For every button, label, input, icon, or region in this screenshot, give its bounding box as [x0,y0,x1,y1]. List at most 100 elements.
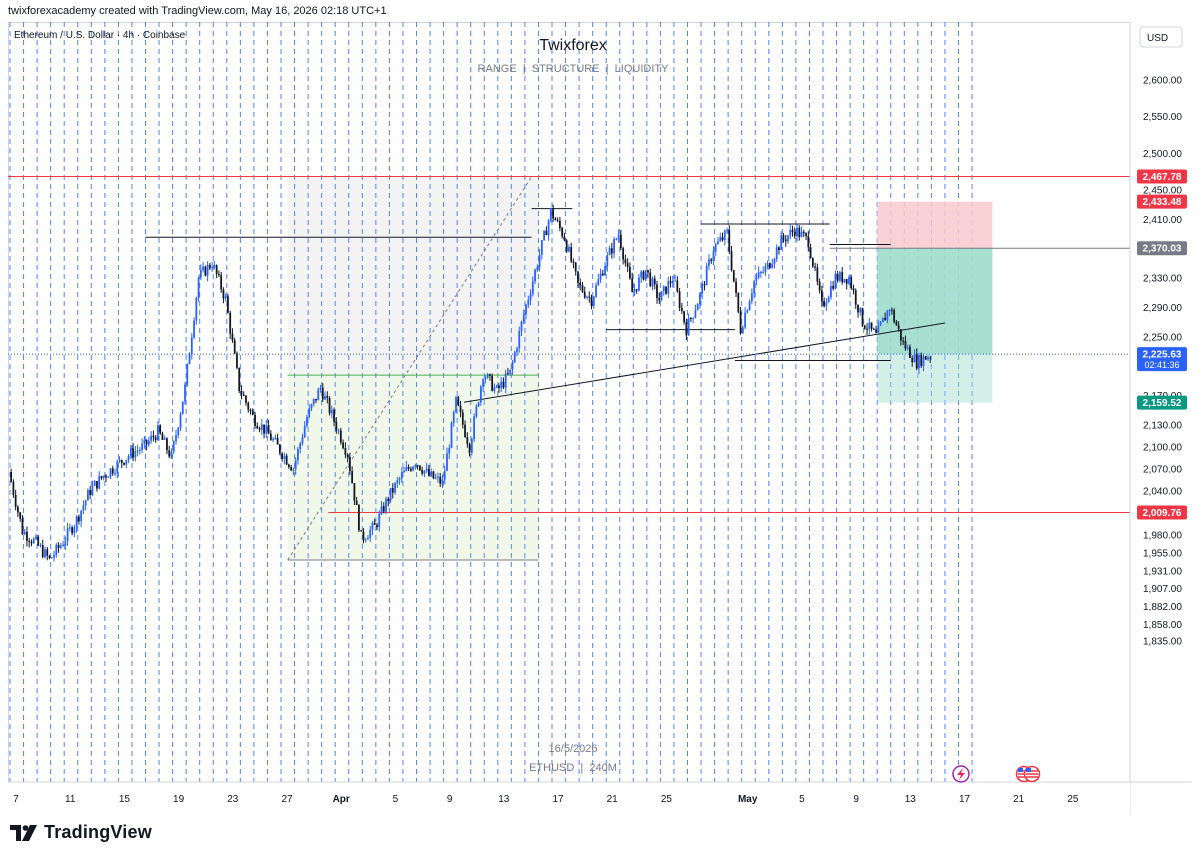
candle-body [358,505,360,531]
candle-body [138,449,141,451]
candle-body [491,375,494,391]
candle-body [274,437,277,440]
candle-layer [10,204,932,562]
candle-body [96,481,98,489]
price-chart[interactable]: Twixforex RANGE | STRUCTURE | LIQUIDITY … [8,22,1192,814]
candle-body [351,471,354,484]
candle-body [98,476,101,489]
candle-body [757,272,760,278]
candle-body [610,248,613,254]
candle-body [475,406,478,417]
candle-body [385,498,387,512]
candle-body [105,475,107,478]
candle-body [373,522,376,525]
candle-body [626,263,629,267]
candle-body [44,549,46,558]
candle-body [346,454,349,457]
time-tick-label: 13 [498,794,510,805]
candle-body [333,409,335,422]
candle-body [565,240,568,252]
candle-body [592,296,595,307]
candle-body [924,356,927,360]
candle-body [229,312,232,334]
price-level-badge [1137,505,1187,520]
range-diagonal [287,176,533,561]
candle-body [613,239,616,254]
candle-body [441,479,444,484]
candle-body [726,230,728,232]
candle-body [660,291,663,301]
candle-body [41,545,44,558]
time-tick-label: 21 [1013,794,1025,805]
watermark-date: 16/5/2026 [549,743,598,755]
candle-body [710,259,713,261]
candle-body [93,481,96,486]
currency-button[interactable]: USD [1139,26,1183,48]
price-tick-label: 2,070.00 [1143,464,1182,475]
candle-body [642,271,645,280]
candle-body [809,247,812,259]
candle-body [464,424,466,437]
candle-body [285,455,288,465]
candle-body [425,468,428,471]
candle-body [694,310,697,318]
tradingview-logo[interactable]: TradingView [10,822,152,843]
candle-body [897,325,900,330]
candle-body [915,354,918,369]
candle-body [568,247,570,252]
candle-body [477,402,480,407]
candle-body [879,322,882,326]
candle-body [608,248,611,255]
candle-body [310,404,313,409]
candle-body [780,235,783,251]
candle-body [662,286,665,292]
candle-body [91,485,94,495]
candle-body [635,289,638,291]
candle-body [534,269,536,282]
candle-body [123,462,125,465]
candle-body [680,307,683,312]
candle-body [816,267,819,282]
candle-body [236,353,238,368]
candle-body [64,541,67,546]
candle-body [570,247,573,262]
candle-body [87,489,89,501]
candle-body [590,296,593,307]
price-level-label: 2,159.52 [1143,398,1182,409]
candle-body [540,240,543,255]
candle-body [398,478,401,481]
candle-body [811,258,814,267]
candle-body [301,437,304,444]
candle-body [68,527,71,529]
candle-body [84,500,87,506]
price-level-label: 2,225.63 [1143,350,1182,361]
lightning-icon[interactable] [952,765,970,783]
candle-body [909,347,911,358]
time-tick-label: 17 [552,794,564,805]
candle-body [168,450,171,457]
candle-body [297,448,299,461]
time-tick-label: 5 [393,794,399,805]
candle-body [443,470,446,480]
candle-body [597,279,600,286]
candle-body [859,308,862,313]
candle-body [136,450,139,452]
tradingview-logo-icon [10,824,38,841]
price-tick-label: 2,040.00 [1143,486,1182,497]
us-flag-events-icon[interactable] [1015,765,1041,783]
candle-body [407,466,410,469]
candle-body [466,436,469,444]
candle-body [143,439,146,444]
candle-body [294,460,297,470]
candle-body [328,397,331,414]
candle-body [391,488,394,493]
candle-body [116,461,119,473]
price-tick-label: 2,500.00 [1143,149,1182,160]
candle-body [825,302,828,307]
candle-body [414,465,417,467]
candle-body [312,398,315,405]
candle-body [866,328,868,330]
candle-body [46,549,49,556]
candle-body [619,234,622,249]
price-tick-label: 1,858.00 [1143,620,1182,631]
